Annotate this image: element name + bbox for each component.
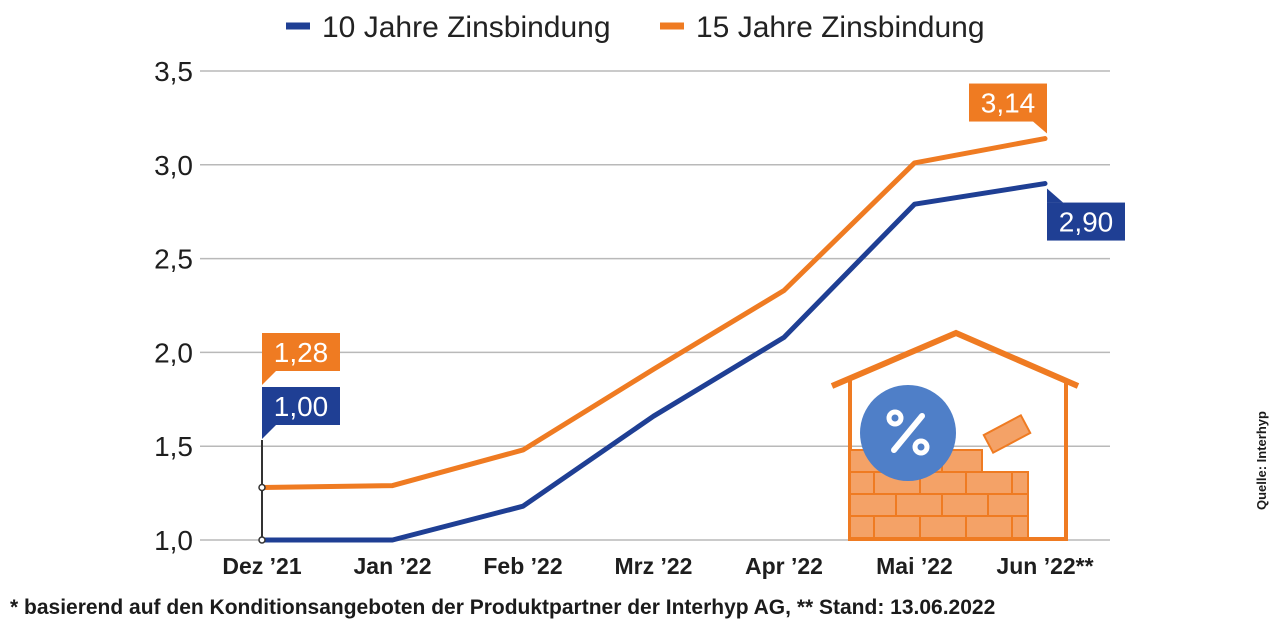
- y-tick-label: 1,5: [154, 431, 193, 462]
- x-tick-label: Apr ’22: [745, 553, 823, 579]
- value-callout: 1,00: [262, 387, 340, 439]
- value-callout: 3,14: [969, 83, 1047, 134]
- series-lines: [259, 136, 1048, 543]
- value-callout: 1,28: [262, 333, 340, 385]
- callout-label: 3,14: [981, 88, 1036, 119]
- x-tick-label: Jun ’22**: [996, 553, 1093, 579]
- loose-brick: [982, 413, 1032, 455]
- y-tick-label: 1,0: [154, 525, 193, 556]
- value-callout: 2,90: [1047, 188, 1125, 241]
- value-callouts: 1,28 1,00 3,14 2,90: [262, 83, 1125, 439]
- legend: 10 Jahre Zinsbindung 15 Jahre Zinsbindung: [286, 11, 985, 44]
- footnote: * basierend auf den Konditionsangeboten …: [10, 596, 996, 619]
- legend-label: 15 Jahre Zinsbindung: [696, 11, 985, 44]
- callout-pointer: [262, 425, 276, 439]
- callout-label: 1,28: [274, 337, 329, 368]
- source-text: Quelle: Interhyp: [1254, 411, 1269, 510]
- x-tick-label: Feb ’22: [483, 553, 562, 579]
- callout-box: [969, 83, 1047, 122]
- series-line: [259, 181, 1048, 543]
- y-tick-label: 3,0: [154, 150, 193, 181]
- callout-pointer: [1047, 188, 1063, 203]
- y-tick-label: 2,0: [154, 337, 193, 368]
- callout-box: [262, 387, 340, 425]
- percent-icon: [860, 385, 956, 481]
- house-illustration: [830, 329, 1080, 541]
- callout-box: [262, 333, 340, 371]
- series-line: [259, 136, 1048, 490]
- y-tick-label: 3,5: [154, 56, 193, 87]
- callout-pointer: [1033, 121, 1047, 134]
- x-tick-label: Jan ’22: [354, 553, 432, 579]
- line-chart: 10 Jahre Zinsbindung 15 Jahre Zinsbindung…: [154, 11, 1125, 579]
- x-tick-label: Mai ’22: [876, 553, 953, 579]
- callout-pointer: [262, 371, 276, 385]
- y-tick-label: 2,5: [154, 244, 193, 275]
- callout-label: 1,00: [274, 391, 329, 422]
- x-tick-label: Dez ’21: [222, 553, 301, 579]
- start-point: [258, 483, 266, 492]
- legend-label: 10 Jahre Zinsbindung: [322, 11, 611, 44]
- callout-box: [1047, 202, 1125, 241]
- x-axis-ticks: Dez ’21 Jan ’22 Feb ’22 Mrz ’22 Apr ’22 Mai ’…: [222, 553, 1093, 579]
- x-tick-label: Mrz ’22: [615, 553, 693, 579]
- start-marker: [258, 440, 266, 544]
- y-axis-ticks: 1,0 1,5 2,0 2,5 3,0 3,5: [154, 56, 193, 556]
- callout-label: 2,90: [1059, 207, 1114, 238]
- start-point: [258, 536, 266, 544]
